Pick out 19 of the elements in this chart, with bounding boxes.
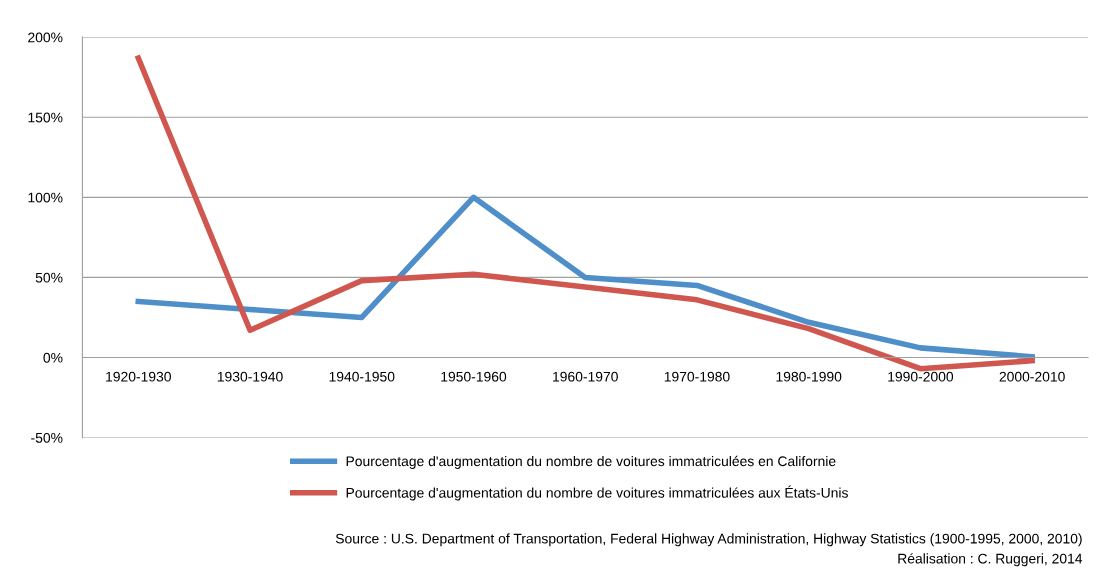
text: Réalisation : C. Ruggeri, 2014 <box>898 553 1083 567</box>
y-tick-label: -50% <box>31 432 63 443</box>
x-tick-label: 1990-2000 <box>888 371 954 382</box>
x-tick-label: 2000-2010 <box>999 371 1065 382</box>
legend-label: Pourcentage d'augmentation du nombre de voitures immatriculées aux États-Unis <box>346 485 848 501</box>
x-tick-label: 1970-1980 <box>664 371 730 382</box>
y-tick-label: 150% <box>28 112 63 123</box>
y-tick-label: 50% <box>35 272 63 283</box>
x-tick-label: 1920-1930 <box>106 371 171 382</box>
x-tick-label: 1980-1990 <box>776 371 842 382</box>
x-tick-label: 1950-1960 <box>441 371 507 382</box>
y-tick-label: 200% <box>28 32 63 43</box>
source-note: Source : U.S. Department of Transportation, Federal Highway Administration, Highway Statistics (1900-1995, 2000, 2010) <box>335 533 1082 547</box>
y-tick-label: 0% <box>43 352 63 363</box>
x-tick-label: 1940-1950 <box>329 371 395 382</box>
x-tick-label: 1930-1940 <box>217 371 283 382</box>
x-tick-label: 1960-1970 <box>553 371 618 382</box>
y-tick-label: 100% <box>28 192 63 203</box>
legend-label: Pourcentage d'augmentation du nombre de voitures immatriculées en Californie <box>346 455 836 469</box>
